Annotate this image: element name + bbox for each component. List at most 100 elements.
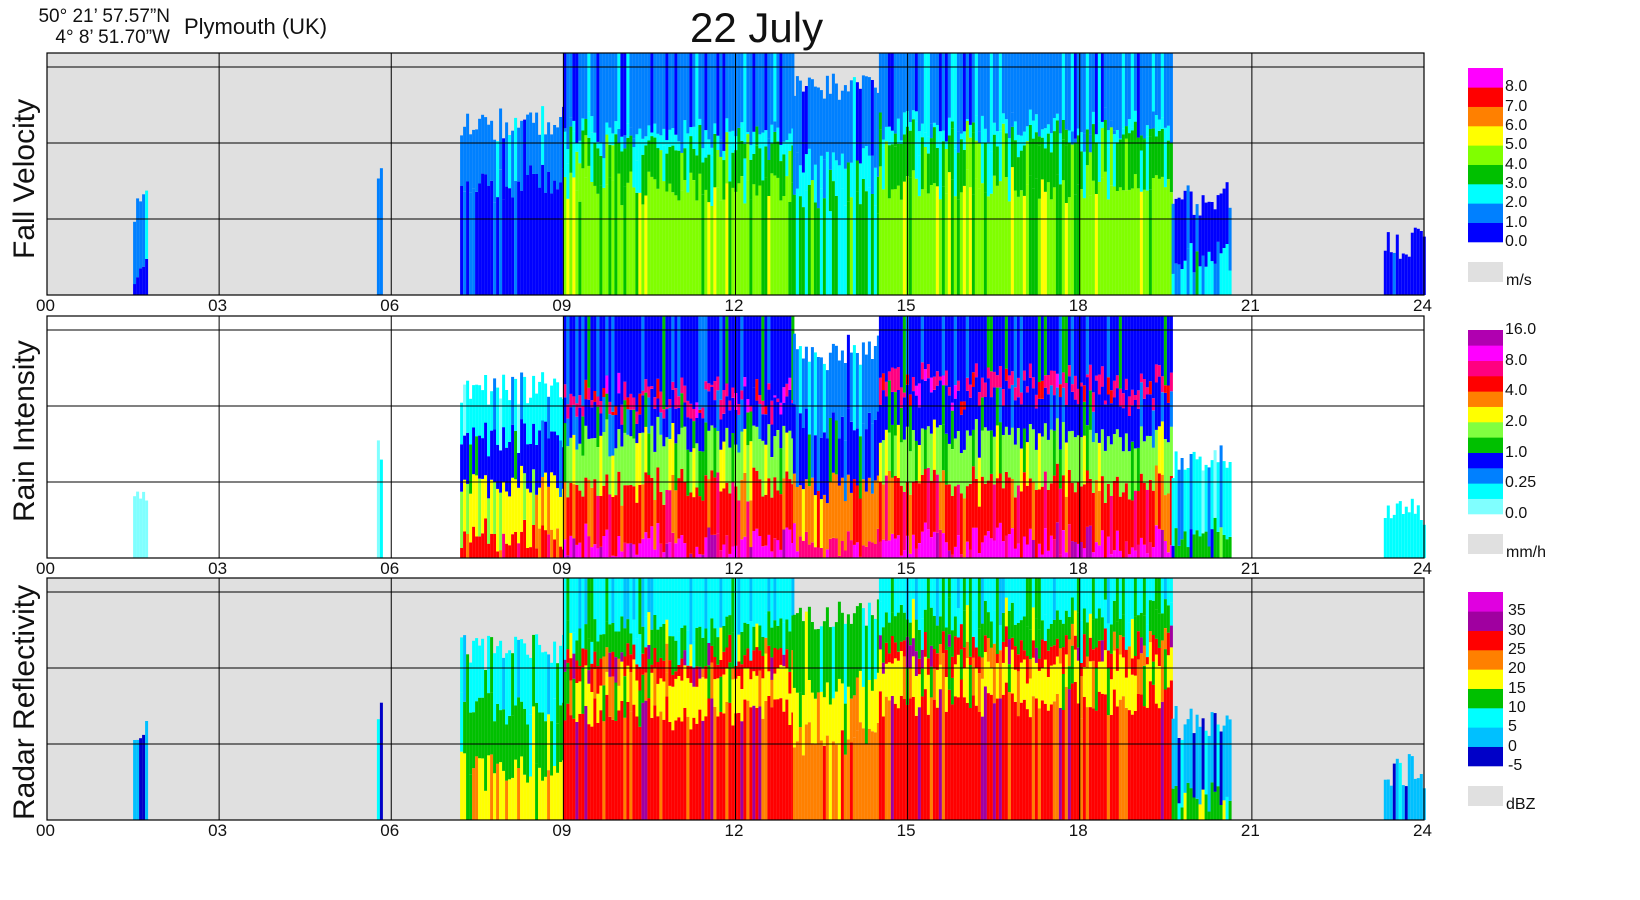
heatmap-cell [782,53,786,142]
heatmap-cell [683,180,687,295]
heatmap-cell [641,653,645,675]
heatmap-cell [968,316,972,385]
heatmap-cell [1142,615,1146,646]
heatmap-cell [653,408,657,452]
heatmap-cell [779,549,783,558]
heatmap-cell [611,623,615,652]
heatmap-cell [932,578,936,616]
heatmap-cell [1085,129,1089,166]
heatmap-cell [755,528,759,558]
heatmap-cell [1103,450,1107,503]
heatmap-cell [1097,608,1101,641]
heatmap-cell [475,536,479,558]
heatmap-cell [1040,700,1044,820]
heatmap-cell [746,648,750,668]
heatmap-cell [852,345,856,431]
heatmap-cell [1115,375,1119,389]
heatmap-cell [1037,489,1041,544]
heatmap-cell [914,385,918,396]
heatmap-cell [764,613,768,638]
heatmap-cell [541,420,545,477]
heatmap-cell [674,316,678,389]
heatmap-cell [566,662,570,704]
heatmap-cell [584,399,588,426]
heatmap-cell [840,730,844,820]
heatmap-cell [1118,550,1122,558]
heatmap-cell [995,146,999,186]
heatmap-cell [980,316,984,378]
heatmap-cell [816,547,820,558]
heatmap-cell [502,709,506,771]
heatmap-cell [704,578,708,629]
heatmap-cell [1100,128,1104,178]
heatmap-cell [701,578,705,638]
heatmap-cell [1133,53,1137,111]
heatmap-cell [974,115,978,141]
heatmap-cell [1022,659,1026,700]
heatmap-cell [731,578,735,633]
heatmap-cell [776,430,780,491]
heatmap-cell [749,53,753,146]
heatmap-cell [698,125,702,174]
heatmap-cell [941,316,945,376]
heatmap-cell [617,128,621,143]
heatmap-cell [849,698,853,743]
heatmap-cell [1192,534,1196,558]
heatmap-cell [740,431,744,480]
heatmap-cell [855,160,859,192]
heatmap-cell [861,686,865,729]
heatmap-cell [581,416,585,456]
heatmap-cell [992,659,996,704]
heatmap-cell [1169,372,1173,392]
heatmap-cell [1157,647,1161,666]
heatmap-cell [1061,180,1065,295]
heatmap-cell [668,578,672,637]
heatmap-cell [680,190,684,295]
heatmap-cell [1157,316,1161,366]
heatmap-cell [656,683,660,717]
heatmap-cell [550,472,554,530]
heatmap-cell [680,152,684,191]
heatmap-cell [764,444,768,495]
heatmap-cell [752,705,756,820]
heatmap-cell [902,578,906,613]
heatmap-cell [487,543,491,558]
heatmap-cell [602,397,606,432]
heatmap-cell [535,393,539,445]
heatmap-cell [602,432,606,486]
heatmap-cell [1192,214,1196,273]
heatmap-cell [938,425,942,483]
heatmap-cell [638,393,642,415]
heatmap-cell [767,389,771,425]
heatmap-cell [620,316,624,405]
heatmap-cell [529,657,533,715]
heatmap-cell [139,498,143,558]
heatmap-cell [1058,140,1062,185]
heatmap-cell [855,353,859,429]
heatmap-cell [1100,366,1104,387]
heatmap-cell [911,391,915,430]
heatmap-cell [1097,181,1101,295]
heatmap-cell [755,126,759,146]
heatmap-cell [965,486,969,542]
heatmap-cell [1070,190,1074,295]
heatmap-cell [707,615,711,643]
heatmap-cell [1064,129,1068,146]
heatmap-cell [1139,382,1143,427]
heatmap-cell [764,414,768,445]
heatmap-cell [469,192,473,295]
heatmap-cell [1166,179,1170,295]
heatmap-cell [873,679,877,733]
heatmap-cell [1163,541,1167,558]
heatmap-cell [992,540,996,558]
heatmap-cell [1019,53,1023,136]
heatmap-cell [1094,316,1098,376]
heatmap-cell [547,654,551,715]
plot-frame [46,52,1425,296]
heatmap-cell [1127,451,1131,500]
heatmap-cell [1016,578,1020,623]
heatmap-cell [743,203,747,295]
heatmap-cell [959,578,963,598]
heatmap-cell [965,605,969,642]
heatmap-cell [755,379,759,401]
